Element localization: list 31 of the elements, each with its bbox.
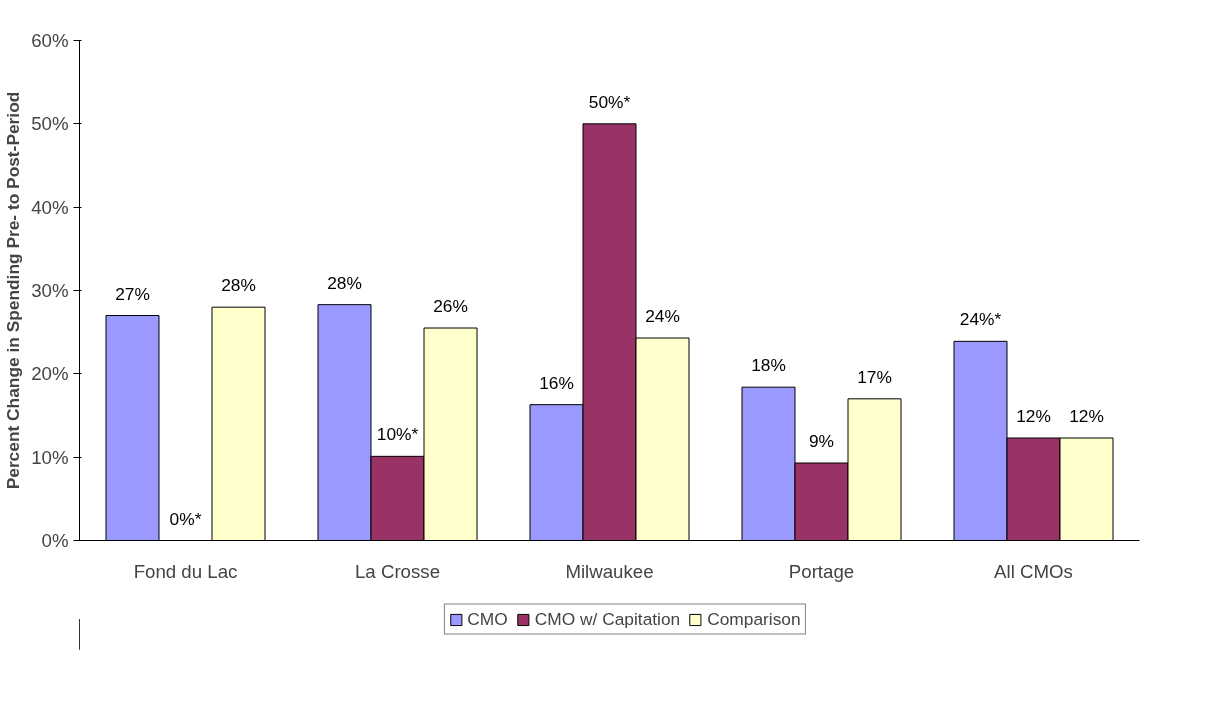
x-tick-label: Fond du Lac — [133, 560, 238, 582]
legend-label: CMO — [467, 608, 508, 630]
y-tick-label: 20% — [31, 363, 69, 385]
data-label: 9% — [808, 431, 835, 451]
legend-label: CMO w/ Capitation — [534, 608, 681, 630]
x-tick-label: La Crosse — [354, 560, 441, 582]
data-label: 17% — [857, 366, 892, 387]
data-label: 28% — [327, 272, 362, 293]
data-label: 28% — [221, 275, 256, 296]
y-tick-label: 10% — [31, 446, 69, 468]
y-tick-label: 30% — [31, 280, 69, 301]
data-label: 12% — [1016, 406, 1051, 426]
x-tick-label: Milwaukee — [565, 560, 654, 582]
data-label: 50%* — [588, 91, 631, 112]
y-tick-label: 50% — [31, 113, 69, 135]
x-tick-label: All CMOs — [994, 560, 1073, 582]
legend-label: Comparison — [707, 608, 801, 630]
data-label: 27% — [115, 283, 150, 304]
data-label: 16% — [539, 372, 574, 393]
y-tick-label: 0% — [41, 530, 69, 551]
data-label: 24% — [645, 306, 680, 326]
data-label: 26% — [433, 296, 468, 316]
data-label: 0%* — [169, 508, 202, 529]
y-tick-label: 40% — [31, 196, 69, 218]
data-label: 12% — [1069, 406, 1104, 426]
data-label: 18% — [751, 355, 786, 376]
y-tick-label: 60% — [31, 30, 69, 51]
data-label: 10%* — [376, 424, 419, 445]
x-tick-label: Portage — [788, 560, 855, 582]
y-axis-title: Percent Change in Spending Pre- to Post-Period — [3, 91, 24, 490]
data-label: 24%* — [959, 309, 1002, 330]
